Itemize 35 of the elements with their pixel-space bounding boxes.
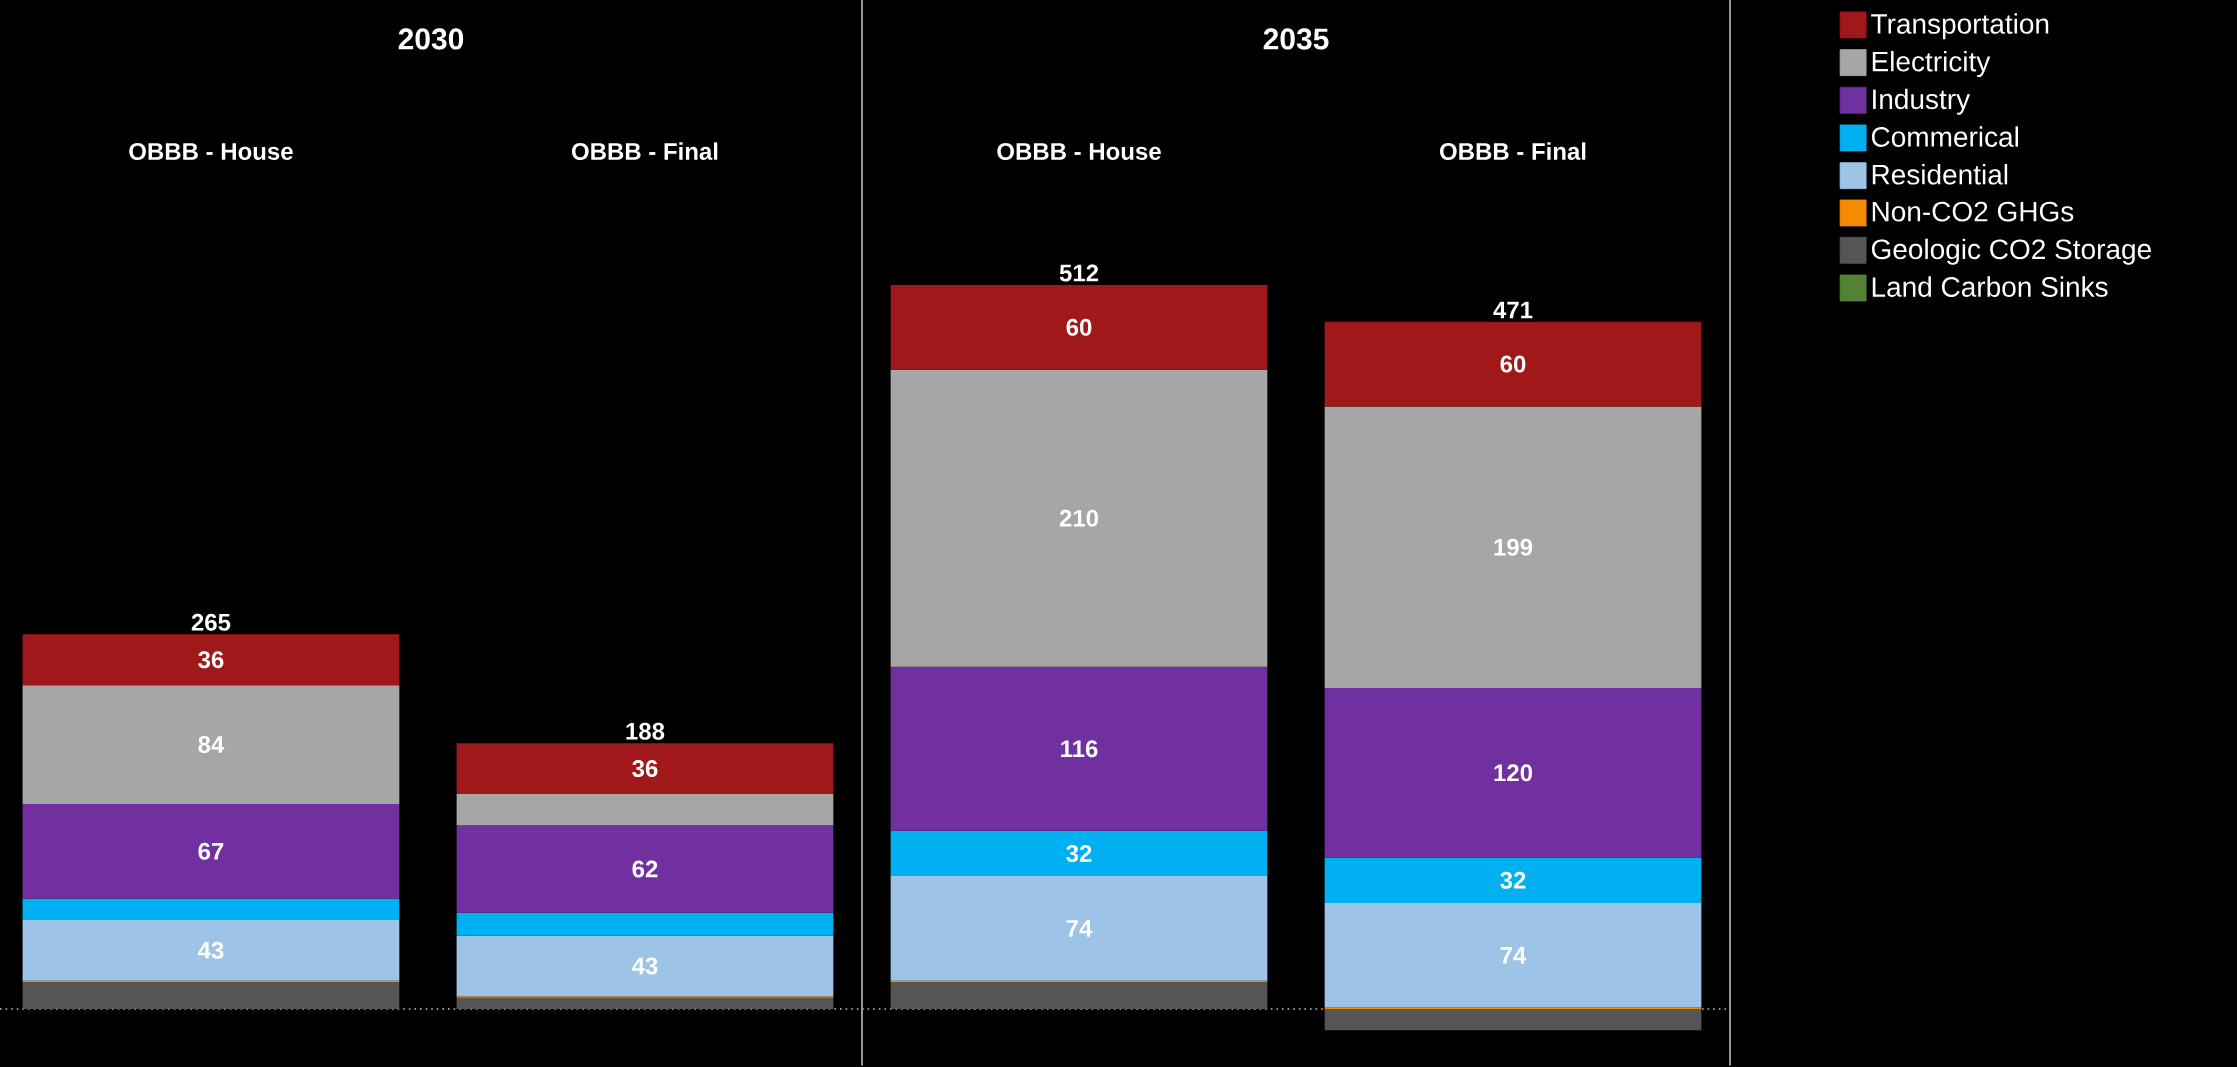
data-label: 74 (1066, 920, 1093, 937)
data-label: 116 (1061, 740, 1098, 758)
x-tick-label: OBBB - Final (1439, 142, 1586, 160)
data-label: 36 (632, 760, 658, 778)
data-label: 62 (632, 860, 658, 878)
legend-label: Commerical (1871, 126, 2018, 147)
legend-label: Residential (1872, 164, 2008, 185)
x-tick-label: OBBB - House (997, 142, 1161, 160)
data-label: 36 (198, 651, 224, 669)
total-label: 188 (626, 722, 665, 740)
x-tick-label: OBBB - Final (571, 142, 718, 160)
legend-label: Industry (1873, 88, 1971, 115)
data-label: 60 (1066, 318, 1092, 336)
legend-label: Land Carbon Sinks (1872, 276, 2108, 297)
data-label: 60 (1500, 355, 1526, 373)
data-label: 74 (1500, 947, 1527, 964)
total-label: 471 (1493, 301, 1533, 319)
legend-label: Electricity (1872, 50, 1991, 78)
legend-label: Geologic CO2 Storage (1871, 238, 2151, 265)
legend-label: Transportation (1871, 13, 2049, 40)
data-label: 84 (198, 736, 225, 754)
chart-title: 2030 (398, 28, 464, 50)
data-label: 210 (1059, 509, 1099, 527)
data-label: 32 (1500, 871, 1526, 889)
chart-title: 2035 (1263, 28, 1329, 50)
total-label: 512 (1059, 264, 1099, 282)
total-label: 265 (191, 613, 231, 631)
data-label: 120 (1494, 764, 1533, 782)
data-label: 43 (197, 941, 224, 959)
data-label: 199 (1494, 538, 1533, 556)
data-label: 32 (1066, 844, 1092, 862)
legend-label: Non-CO2 GHGs (1872, 201, 2074, 222)
data-label: 43 (632, 957, 658, 975)
x-tick-label: OBBB - House (129, 142, 293, 160)
data-label: 67 (198, 842, 224, 860)
